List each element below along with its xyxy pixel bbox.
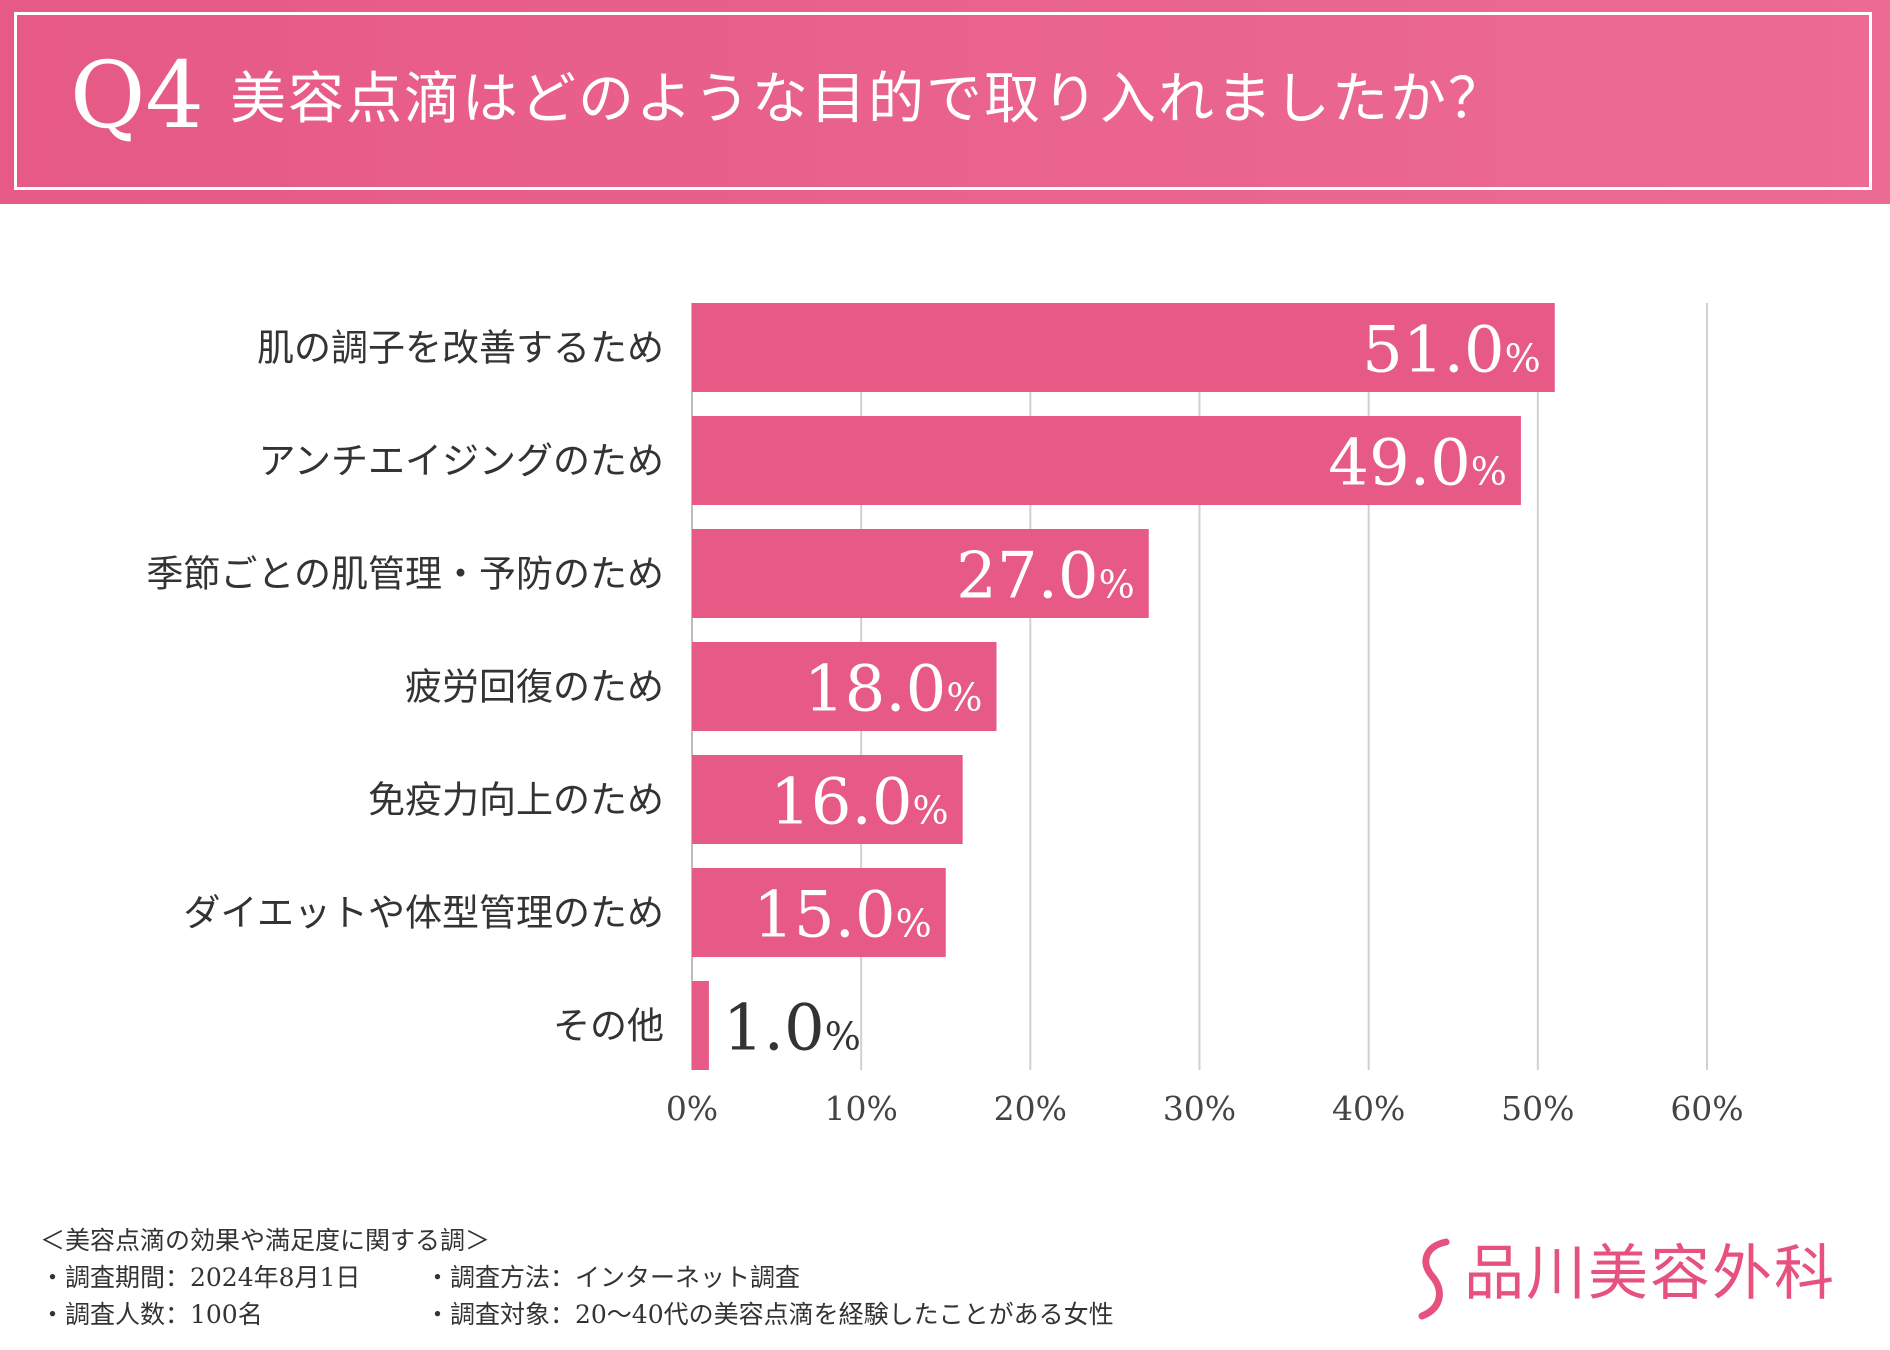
category-label: アンチエイジングのため (258, 440, 664, 483)
category-label: 肌の調子を改善するため (257, 327, 664, 370)
value-label: 1.0% (723, 992, 861, 1066)
category-label: ダイエットや体型管理のため (183, 892, 664, 935)
category-label: 季節ごとの肌管理・予防のため (146, 553, 664, 596)
bar (692, 981, 709, 1070)
bar (692, 755, 963, 844)
x-tick-label: 40% (1332, 1089, 1405, 1128)
x-tick-label: 20% (994, 1089, 1067, 1128)
survey-period: ・調査期間：2024年8月1日 (40, 1263, 361, 1292)
bar (692, 416, 1521, 505)
bar-chart: 0% 10% 20% 30% 40% 50% 60% 肌の調子を改善するため 51.0% アンチエ… (146, 303, 1744, 1128)
category-label: 疲労回復のため (405, 666, 664, 709)
x-tick-label: 60% (1670, 1089, 1743, 1128)
bar (692, 642, 997, 731)
survey-count: ・調査人数：100名 (40, 1300, 263, 1329)
clinic-logo: 品川美容外科 (1412, 1232, 1872, 1322)
bar (692, 529, 1149, 618)
question-title: 美容点滴はどのような目的で取り入れましたか？ (230, 67, 1506, 132)
x-tick-label: 10% (824, 1089, 897, 1128)
bar (692, 868, 946, 957)
question-number: Q4 (70, 42, 204, 149)
value-label: 16.0% (770, 766, 949, 840)
survey-method: ・調査方法：インターネット調査 (425, 1263, 801, 1292)
x-tick-label: 0% (666, 1089, 718, 1128)
header-frame (14, 12, 1872, 190)
value-label: 18.0% (804, 653, 983, 727)
value-label: 15.0% (753, 879, 932, 953)
x-tick-label: 50% (1501, 1089, 1574, 1128)
value-label: 27.0% (956, 540, 1135, 614)
survey-title: ＜美容点滴の効果や満足度に関する調＞ (40, 1226, 491, 1255)
category-label: 免疫力向上のため (368, 779, 664, 822)
category-label: その他 (553, 1005, 664, 1048)
value-label: 49.0% (1328, 427, 1507, 501)
survey-target: ・調査対象：20〜40代の美容点滴を経験したことがある女性 (425, 1300, 1114, 1329)
logo-mark-icon (1418, 1238, 1450, 1320)
logo-text: 品川美容外科 (1464, 1239, 1836, 1309)
survey-notes: ＜美容点滴の効果や満足度に関する調＞ ・調査期間：2024年8月1日 ・調査方法… (40, 1222, 1240, 1333)
header-banner: Q4 美容点滴はどのような目的で取り入れましたか？ (0, 0, 1890, 204)
x-tick-label: 30% (1163, 1089, 1236, 1128)
value-label: 51.0% (1362, 314, 1541, 388)
bar (692, 303, 1555, 392)
